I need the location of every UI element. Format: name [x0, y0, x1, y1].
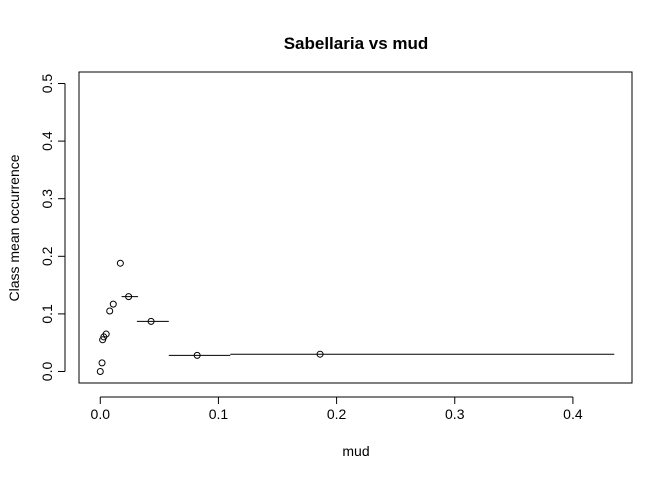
y-axis-label: Class mean occurrence — [6, 154, 22, 301]
y-tick-label: 0.5 — [39, 74, 55, 94]
data-points — [96, 259, 324, 375]
data-point — [106, 307, 114, 315]
data-point — [316, 350, 324, 358]
data-point — [102, 330, 110, 338]
data-point — [96, 367, 104, 375]
x-tick-label: 0.2 — [327, 406, 347, 422]
data-point — [109, 300, 117, 308]
y-tick-label: 0.1 — [39, 304, 55, 324]
x-tick-label: 0.4 — [563, 406, 583, 422]
range-lines — [121, 296, 615, 356]
y-axis: 0.0 0.1 0.2 0.3 0.4 0.5 — [39, 74, 66, 382]
data-point — [193, 351, 201, 359]
data-point — [147, 317, 155, 325]
data-point — [116, 259, 124, 267]
data-point — [98, 359, 106, 367]
y-tick-label: 0.4 — [39, 131, 55, 151]
x-tick-label: 0.3 — [445, 406, 465, 422]
y-tick-label: 0.0 — [39, 362, 55, 382]
x-tick-label: 0.0 — [91, 406, 111, 422]
x-axis: 0.0 0.1 0.2 0.3 0.4 — [91, 396, 583, 422]
plot-frame — [78, 71, 633, 384]
y-tick-label: 0.2 — [39, 246, 55, 266]
y-tick-label: 0.3 — [39, 189, 55, 209]
data-point — [125, 293, 133, 301]
x-axis-label: mud — [342, 443, 369, 459]
chart-title: Sabellaria vs mud — [284, 34, 429, 53]
x-tick-label: 0.1 — [209, 406, 229, 422]
